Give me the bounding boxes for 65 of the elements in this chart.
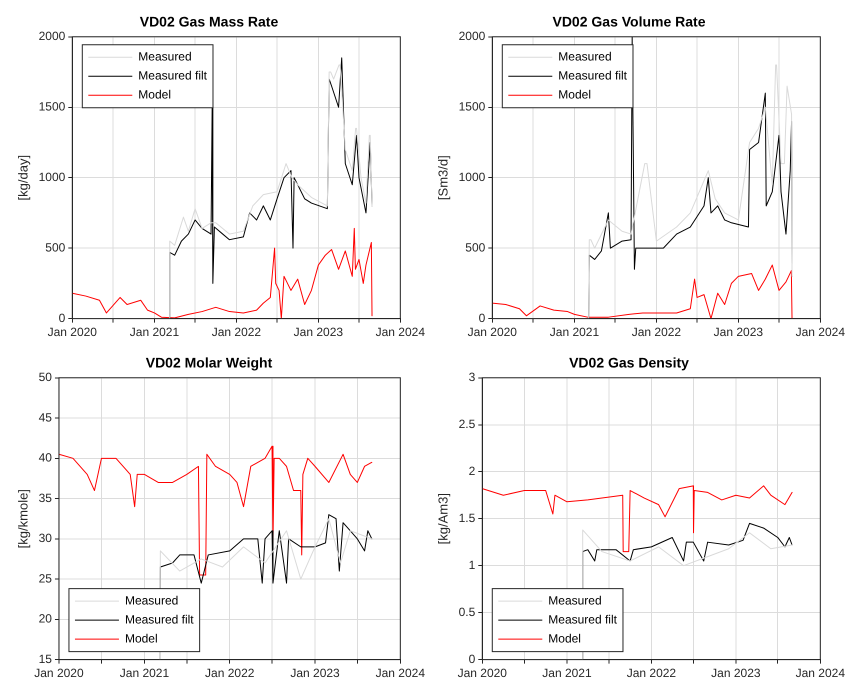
y-tick-label: 2.5 xyxy=(458,417,476,432)
y-tick-label: 1500 xyxy=(38,100,66,114)
legend-label: Measured xyxy=(558,50,612,64)
x-tick-label: Jan 2021 xyxy=(120,666,170,680)
x-tick-label: Jan 2020 xyxy=(34,666,84,680)
y-tick-label: 45 xyxy=(38,410,52,424)
chart-title: VD02 Gas Mass Rate xyxy=(140,13,278,30)
x-tick-label: Jan 2023 xyxy=(711,666,761,680)
x-tick-label: Jan 2024 xyxy=(376,325,426,340)
x-tick-label: Jan 2022 xyxy=(626,666,676,680)
x-tick-label: Jan 2021 xyxy=(130,325,180,340)
y-tick-label: 500 xyxy=(45,240,66,254)
y-tick-label: 1.5 xyxy=(458,511,476,526)
chart-title: VD02 Gas Density xyxy=(569,354,690,370)
y-tick-label: 0.5 xyxy=(458,604,476,619)
y-axis-title: [kg/Am3] xyxy=(435,493,450,544)
y-tick-label: 50 xyxy=(38,370,52,384)
x-tick-label: Jan 2022 xyxy=(205,666,255,680)
x-tick-label: Jan 2024 xyxy=(796,325,846,340)
legend-label: Measured filt xyxy=(124,612,194,626)
x-tick-label: Jan 2024 xyxy=(376,666,426,680)
y-tick-label: 30 xyxy=(38,531,52,546)
x-tick-label: Jan 2023 xyxy=(714,325,764,340)
y-tick-label: 40 xyxy=(38,450,52,465)
legend-label: Model xyxy=(138,88,171,102)
y-tick-label: 1500 xyxy=(458,100,486,114)
y-axis-title: [kg/day] xyxy=(15,154,30,200)
legend-label: Model xyxy=(558,88,591,102)
y-tick-label: 0 xyxy=(478,310,486,325)
y-axis-title: [kg/kmole] xyxy=(15,489,30,548)
legend-label: Measured xyxy=(124,593,178,608)
x-tick-label: Jan 2023 xyxy=(290,666,340,680)
legend-label: Measured filt xyxy=(138,68,208,83)
y-tick-label: 2000 xyxy=(458,29,486,44)
y-tick-label: 1 xyxy=(468,558,476,572)
x-tick-label: Jan 2021 xyxy=(550,325,600,340)
legend-label: Model xyxy=(548,631,581,646)
legend-label: Model xyxy=(124,631,158,646)
legend-label: Measured filt xyxy=(548,612,618,626)
chart-title: VD02 Molar Weight xyxy=(146,354,273,370)
legend-label: Measured xyxy=(138,50,192,64)
x-tick-label: Jan 2021 xyxy=(542,666,592,680)
y-tick-label: 1000 xyxy=(458,170,486,184)
y-axis-title: [Sm3/d] xyxy=(435,155,450,200)
x-tick-label: Jan 2020 xyxy=(48,325,98,340)
y-tick-label: 2000 xyxy=(38,29,66,44)
x-tick-label: Jan 2024 xyxy=(796,666,846,680)
y-tick-label: 1000 xyxy=(38,170,66,184)
legend-label: Measured xyxy=(548,593,602,608)
y-tick-label: 0 xyxy=(468,652,476,666)
y-tick-label: 2 xyxy=(468,464,476,478)
x-tick-label: Jan 2022 xyxy=(212,325,262,340)
y-tick-label: 25 xyxy=(38,571,52,586)
y-tick-label: 20 xyxy=(38,612,52,626)
y-tick-label: 500 xyxy=(465,240,486,254)
x-tick-label: Jan 2020 xyxy=(468,325,518,340)
x-tick-label: Jan 2023 xyxy=(294,325,344,340)
y-tick-label: 35 xyxy=(38,490,52,505)
x-tick-label: Jan 2022 xyxy=(632,325,682,340)
y-tick-label: 3 xyxy=(468,370,476,384)
y-tick-label: 0 xyxy=(58,310,66,325)
legend-label: Measured filt xyxy=(558,68,628,83)
y-tick-label: 15 xyxy=(38,652,52,666)
x-tick-label: Jan 2020 xyxy=(458,666,508,680)
chart-title: VD02 Gas Volume Rate xyxy=(552,13,706,30)
